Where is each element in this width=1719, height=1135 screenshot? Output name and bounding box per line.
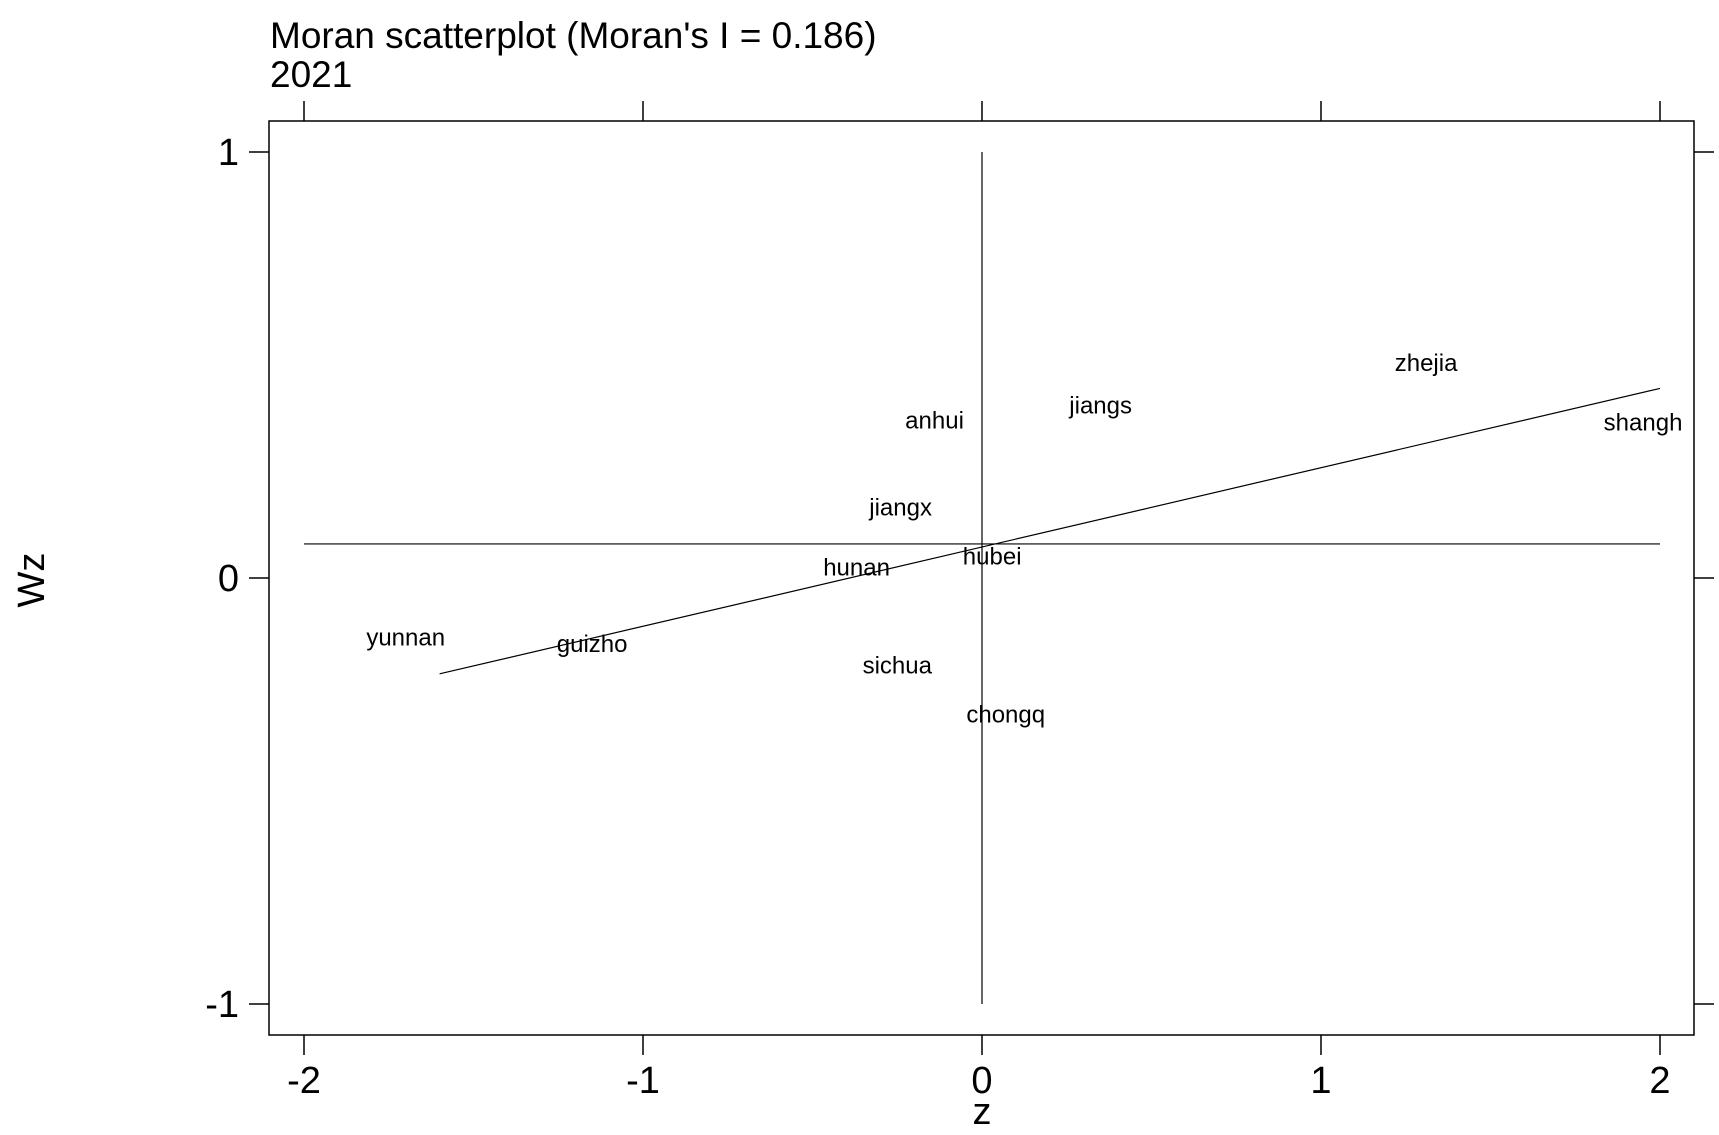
point-label-hubei: hubei xyxy=(963,544,1022,571)
chart-title: Moran scatterplot (Moran's I = 0.186) xyxy=(270,15,877,56)
point-label-sichua: sichua xyxy=(863,652,933,679)
x-axis-title: z xyxy=(973,1091,992,1133)
y-tick-label: 0 xyxy=(218,558,239,600)
reference-lines xyxy=(304,152,1661,1004)
point-label-jiangx: jiangx xyxy=(868,495,932,522)
regression-line xyxy=(439,387,1661,675)
y-tick-label: 1 xyxy=(218,132,239,174)
point-label-anhui: anhui xyxy=(905,407,964,434)
x-tick-label: 0 xyxy=(971,1060,992,1102)
point-labels: yunnan guizho hunan sichua jiangx anhui hubei c… xyxy=(366,350,1682,728)
x-tick-label: 2 xyxy=(1649,1060,1670,1102)
x-tick-label: -1 xyxy=(626,1060,660,1102)
point-label-yunnan: yunnan xyxy=(366,625,445,652)
axis-ticks: -2 -1 0 1 2 -1 0 1 xyxy=(205,101,1714,1102)
x-tick-label: -2 xyxy=(287,1060,321,1102)
point-label-jiangs: jiangs xyxy=(1068,392,1132,419)
point-label-hunan: hunan xyxy=(823,554,890,581)
y-tick-label: -1 xyxy=(205,984,239,1026)
point-label-zhejia: zhejia xyxy=(1395,350,1458,377)
point-label-guizho: guizho xyxy=(557,631,628,658)
y-axis-title: Wz xyxy=(11,553,53,608)
x-tick-label: 1 xyxy=(1310,1060,1331,1102)
chart-subtitle: 2021 xyxy=(270,54,352,95)
point-label-chongq: chongq xyxy=(966,701,1045,728)
point-label-shangh: shangh xyxy=(1604,410,1683,437)
